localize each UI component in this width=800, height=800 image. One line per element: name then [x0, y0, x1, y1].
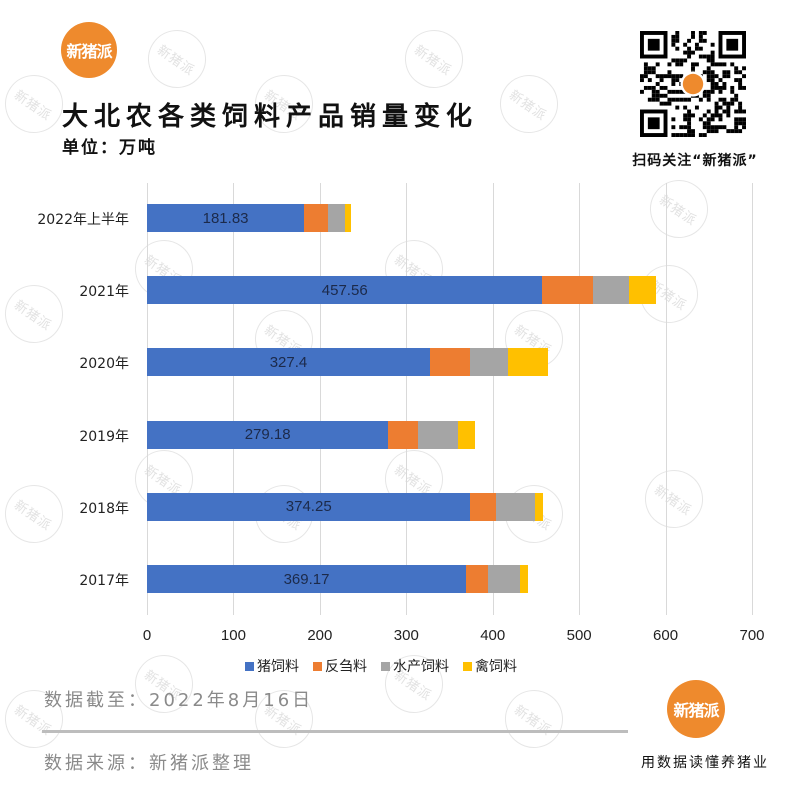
bar-value-label: 181.83	[202, 209, 249, 227]
x-tick-label: 700	[739, 627, 765, 644]
legend-swatch-icon	[313, 661, 322, 671]
gridline	[233, 183, 235, 615]
bar-value-label: 457.56	[321, 281, 368, 299]
footer-divider	[42, 730, 628, 733]
legend-swatch-icon	[463, 661, 472, 671]
bar-segment	[429, 348, 470, 377]
bar-segment	[542, 276, 593, 305]
bar-chart-plot-area: 181.83 457.56 327.4 279.18 374.25 369.17	[147, 183, 753, 615]
bar-segment	[469, 348, 508, 377]
gridline	[665, 183, 667, 615]
legend-label: 反刍料	[325, 659, 367, 675]
x-tick-label: 500	[566, 627, 592, 644]
footer-brand-logo: 新猪派	[667, 680, 725, 738]
bar-segment	[304, 204, 329, 232]
gridline	[492, 183, 494, 615]
bar-value-label: 374.25	[285, 498, 332, 516]
bar-row: 327.4	[147, 348, 549, 377]
bar-segment	[496, 492, 536, 521]
data-cutoff-date: 数据截至：2022年8月16日	[44, 690, 314, 711]
bar-segment	[520, 565, 529, 593]
x-tick-label: 100	[220, 627, 246, 644]
bar-segment: 279.18	[147, 420, 389, 449]
gridline	[319, 183, 321, 615]
bar-row: 181.83	[147, 204, 351, 232]
x-tick-label: 400	[480, 627, 506, 644]
bar-value-label: 369.17	[283, 570, 330, 588]
watermark: 新猪派	[493, 678, 575, 760]
gridline	[752, 183, 753, 615]
x-tick-label: 200	[307, 627, 333, 644]
category-label: 2022年上半年	[37, 212, 129, 228]
bar-segment	[388, 420, 418, 449]
bar-row: 457.56	[147, 276, 656, 305]
x-tick-label: 600	[653, 627, 679, 644]
qr-code-icon	[640, 31, 746, 137]
chart-unit: 单位：万吨	[62, 138, 157, 158]
x-tick-label: 0	[142, 627, 152, 644]
chart-legend: 猪饲料 反刍料 水产饲料 禽饲料	[245, 656, 517, 676]
category-label: 2019年	[79, 428, 129, 445]
bar-segment	[328, 204, 345, 232]
bar-segment	[592, 276, 629, 305]
bar-segment	[507, 348, 549, 377]
watermark: 新猪派	[393, 18, 475, 100]
legend-label: 禽饲料	[475, 659, 517, 675]
bar-segment	[344, 204, 351, 232]
bar-value-label: 327.4	[269, 353, 308, 371]
bar-row: 374.25	[147, 492, 544, 521]
footer-brand-logo-text: 新猪派	[673, 701, 719, 720]
bar-row: 279.18	[147, 420, 475, 449]
bar-segment	[535, 492, 544, 521]
bar-segment: 457.56	[147, 276, 543, 305]
x-tick-label: 300	[393, 627, 419, 644]
legend-item: 猪饲料	[245, 656, 299, 676]
legend-label: 水产饲料	[393, 659, 449, 675]
brand-slogan: 用数据读懂养猪业	[641, 755, 769, 771]
bar-segment	[628, 276, 656, 305]
gridline	[406, 183, 408, 615]
legend-item: 反刍料	[313, 656, 367, 676]
category-label: 2020年	[79, 356, 129, 373]
bar-segment	[487, 565, 521, 593]
watermark: 新猪派	[123, 643, 205, 725]
category-label: 2021年	[79, 284, 129, 301]
watermark: 新猪派	[136, 18, 218, 100]
category-label: 2018年	[79, 500, 129, 517]
gridline	[579, 183, 581, 615]
legend-swatch-icon	[381, 661, 390, 671]
bar-segment: 181.83	[147, 204, 305, 232]
bar-value-label: 279.18	[244, 426, 291, 444]
category-label: 2017年	[79, 573, 129, 589]
bar-segment	[417, 420, 459, 449]
bar-segment: 374.25	[147, 492, 471, 521]
bar-segment: 327.4	[147, 348, 430, 377]
qr-caption: 扫码关注“新猪派”	[632, 153, 758, 169]
gridline	[147, 183, 148, 615]
chart-title: 大北农各类饲料产品销量变化	[62, 102, 479, 132]
data-source: 数据来源：新猪派整理	[44, 753, 254, 774]
legend-swatch-icon	[245, 661, 254, 671]
bar-segment: 369.17	[147, 565, 467, 593]
watermark: 新猪派	[488, 63, 570, 145]
bar-segment	[470, 492, 497, 521]
legend-item: 水产饲料	[381, 656, 449, 676]
legend-item: 禽饲料	[463, 656, 517, 676]
bar-segment	[458, 420, 475, 449]
legend-label: 猪饲料	[257, 659, 299, 675]
qr-code[interactable]	[639, 31, 747, 137]
bar-row: 369.17	[147, 565, 529, 593]
brand-logo: 新猪派	[61, 22, 117, 78]
brand-logo-text: 新猪派	[66, 42, 112, 61]
bar-segment	[466, 565, 488, 593]
